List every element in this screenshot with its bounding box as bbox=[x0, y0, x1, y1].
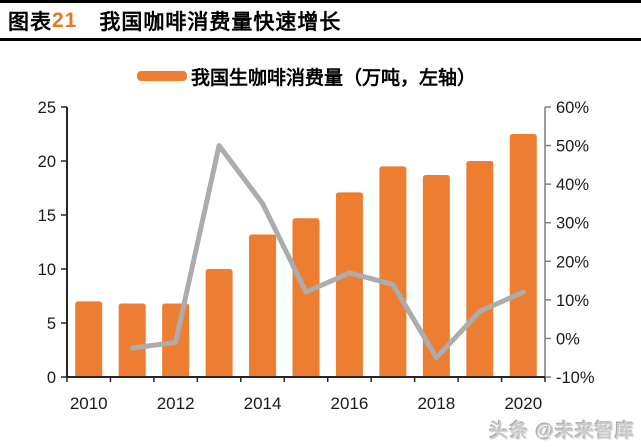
bar-2020 bbox=[509, 134, 537, 377]
figure-number: 21 bbox=[52, 8, 78, 32]
left-axis-tick-label: 5 bbox=[47, 315, 56, 333]
bar-2013 bbox=[205, 269, 233, 377]
left-axis-tick-label: 20 bbox=[38, 153, 56, 171]
growth-line bbox=[129, 143, 526, 361]
right-axis-tick-label: 10% bbox=[556, 292, 589, 310]
left-axis-tick-label: 15 bbox=[38, 207, 56, 225]
figure-title: 我国咖啡消费量快速增长 bbox=[99, 10, 342, 34]
legend-series-label: 我国生咖啡消费量（万吨，左轴） bbox=[191, 67, 477, 89]
bar-2018 bbox=[422, 175, 450, 377]
x-axis-tick-label: 2012 bbox=[157, 394, 195, 413]
x-axis-tick-label: 2014 bbox=[244, 394, 282, 413]
bar-2014 bbox=[249, 234, 277, 377]
left-axis-tick-label: 0 bbox=[47, 369, 56, 387]
figure-label-prefix: 图表 bbox=[8, 10, 52, 34]
right-axis-tick-label: 60% bbox=[556, 99, 589, 117]
bar-2015 bbox=[292, 218, 320, 377]
bar-2016 bbox=[335, 192, 363, 377]
right-axis-tick-label: 40% bbox=[556, 176, 589, 194]
bar-2019 bbox=[466, 161, 494, 377]
x-axis-tick-label: 2020 bbox=[504, 394, 542, 413]
bar-2017 bbox=[379, 166, 407, 377]
figure-header: 图表 21 我国咖啡消费量快速增长 bbox=[0, 0, 641, 41]
bar-2010 bbox=[75, 301, 103, 377]
right-axis-tick-label: 50% bbox=[556, 138, 589, 156]
x-axis-tick-label: 2018 bbox=[417, 394, 455, 413]
right-axis-tick-label: 0% bbox=[556, 330, 580, 348]
right-axis-tick-label: 20% bbox=[556, 253, 589, 271]
left-axis-tick-label: 25 bbox=[38, 99, 56, 117]
watermark: 头条 @未来智库 bbox=[489, 421, 635, 442]
right-axis-tick-label: -10% bbox=[556, 369, 595, 387]
x-axis-tick-label: 2010 bbox=[70, 394, 108, 413]
bar-2011 bbox=[118, 303, 146, 377]
legend-swatch-icon bbox=[137, 71, 187, 81]
right-axis-tick-label: 30% bbox=[556, 215, 589, 233]
x-axis-tick-label: 2016 bbox=[331, 394, 369, 413]
left-axis-tick-label: 10 bbox=[38, 261, 56, 279]
chart-legend: 我国生咖啡消费量（万吨，左轴） bbox=[137, 62, 476, 90]
